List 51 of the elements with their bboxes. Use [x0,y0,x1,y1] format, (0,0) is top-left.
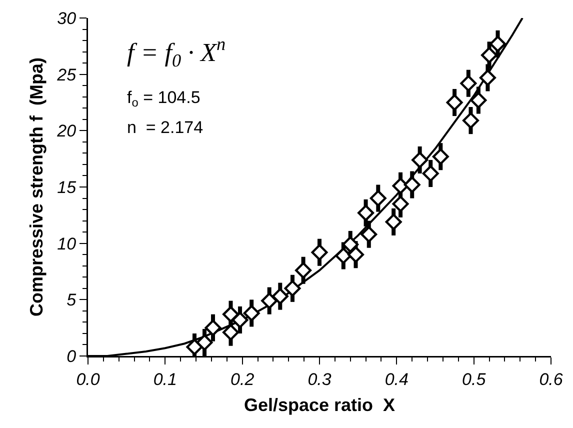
x-axis-title: Gel/space ratio X [244,394,396,415]
y-tick-label: 30 [57,8,77,28]
y-axis-title: Compressive strength f (Mpa) [26,57,47,317]
point [222,324,240,341]
y-tick-label: 0 [66,346,77,366]
point [462,112,479,129]
point [261,292,278,310]
point [272,288,288,305]
annotation: f$_{o}$ = 104.5 [127,88,200,110]
point [342,236,359,253]
x-tick-label: 0.1 [153,370,177,389]
x-tick-label: 0.0 [76,370,100,389]
y-tick-label: 25 [56,65,77,84]
x-tick-label: 0.6 [539,370,564,389]
point [232,312,248,328]
point [446,94,463,111]
point [284,280,301,297]
point [404,176,420,193]
point [479,69,496,86]
x-tick-label: 0.4 [384,370,408,389]
point [422,165,439,182]
point [360,226,378,243]
point [311,244,328,261]
point [481,46,498,64]
x-tick-label: 0.2 [230,370,255,389]
point [196,334,213,351]
annotation: n = 2.174 [127,118,204,137]
point [348,246,364,263]
point [335,247,352,264]
point [392,196,409,212]
point [460,75,477,92]
point [370,190,386,207]
point [222,306,240,323]
point [295,262,312,279]
point [432,148,449,165]
point [470,92,487,108]
point [186,338,203,356]
point [412,152,428,168]
point [490,36,506,52]
point [243,304,260,322]
y-tick-label: 10 [57,234,77,254]
point [204,320,222,336]
x-tick-label: 0.5 [462,370,486,389]
point [385,214,402,230]
x-tick-label: 0.3 [308,370,332,389]
y-tick-label: 20 [56,122,77,141]
y-tick-label: 5 [66,290,77,310]
point [358,204,374,222]
y-tick-label: 15 [57,178,77,197]
point [392,178,409,194]
annotation: f = f$_{0}$ · X$^{n}$ [127,34,226,70]
